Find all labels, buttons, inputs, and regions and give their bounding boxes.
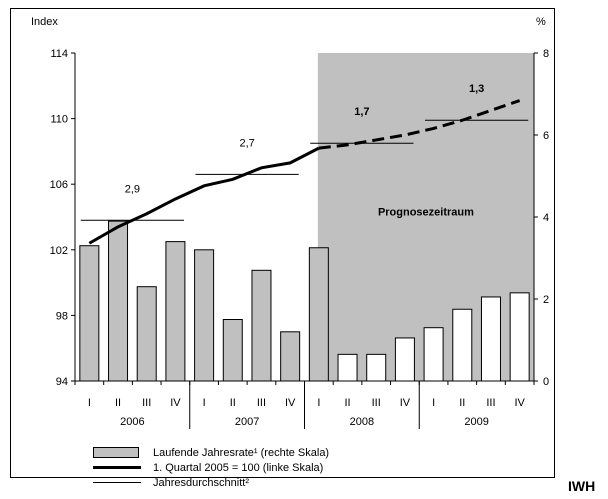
quarter-label-9: I bbox=[317, 397, 320, 409]
right-tick-label-0: 0 bbox=[543, 376, 549, 388]
left-axis-title: Index bbox=[31, 16, 58, 28]
legend-item-annual-average: Jahresdurchschnitt² bbox=[93, 475, 329, 490]
left-tick-label-102: 102 bbox=[50, 245, 68, 257]
bar-1 bbox=[79, 245, 100, 382]
left-tick-label-106: 106 bbox=[50, 179, 68, 191]
legend-label-bars: Laufende Jahresrate¹ (rechte Skala) bbox=[153, 446, 330, 459]
year-label-2007: 2007 bbox=[235, 416, 259, 428]
right-tick-label-8: 8 bbox=[543, 48, 549, 60]
legend-item-index-line: 1. Quartal 2005 = 100 (linke Skala) bbox=[93, 460, 329, 475]
bar-7 bbox=[251, 269, 272, 382]
quarter-label-13: I bbox=[432, 397, 435, 409]
annual-rate-label-2009: 1,3 bbox=[469, 83, 484, 95]
left-tick-label-114: 114 bbox=[50, 48, 68, 60]
bar-5 bbox=[194, 249, 215, 382]
legend-swatch-bars bbox=[93, 447, 139, 458]
annual-rate-label-2008: 1,7 bbox=[354, 106, 369, 118]
bar-2 bbox=[108, 220, 129, 382]
bar-11 bbox=[366, 353, 387, 382]
bar-15 bbox=[480, 296, 501, 382]
bar-14 bbox=[452, 308, 473, 382]
quarter-label-6: II bbox=[230, 397, 236, 409]
bar-4 bbox=[165, 241, 186, 382]
legend-item-bars: Laufende Jahresrate¹ (rechte Skala) bbox=[93, 445, 329, 460]
bar-10 bbox=[337, 353, 358, 382]
legend-label-annual-average: Jahresdurchschnitt² bbox=[153, 476, 249, 489]
quarter-label-1: I bbox=[88, 397, 91, 409]
annual-rate-label-2007: 2,7 bbox=[239, 137, 254, 149]
bar-6 bbox=[222, 319, 243, 382]
quarter-label-15: III bbox=[486, 397, 495, 409]
quarter-label-10: II bbox=[344, 397, 350, 409]
quarter-label-4: IV bbox=[170, 397, 181, 409]
quarter-label-7: III bbox=[257, 397, 266, 409]
bar-13 bbox=[423, 327, 444, 382]
index-line-actual bbox=[88, 146, 320, 245]
legend-label-index-line: 1. Quartal 2005 = 100 (linke Skala) bbox=[153, 461, 324, 474]
quarter-label-2: II bbox=[115, 397, 121, 409]
legend-swatch-index-line bbox=[93, 466, 141, 469]
left-tick-label-94: 94 bbox=[56, 376, 68, 388]
quarter-label-16: IV bbox=[514, 397, 525, 409]
year-label-2006: 2006 bbox=[120, 416, 144, 428]
legend: Laufende Jahresrate¹ (rechte Skala) 1. Q… bbox=[93, 445, 329, 490]
quarter-label-5: I bbox=[203, 397, 206, 409]
quarter-label-11: III bbox=[372, 397, 381, 409]
right-tick-label-4: 4 bbox=[543, 212, 549, 224]
quarter-label-12: IV bbox=[400, 397, 411, 409]
bar-12 bbox=[394, 337, 415, 382]
bar-8 bbox=[280, 331, 301, 382]
quarter-label-3: III bbox=[142, 397, 151, 409]
forecast-label: Prognosezeitraum bbox=[378, 206, 474, 218]
year-label-2008: 2008 bbox=[350, 416, 374, 428]
index-line-forecast bbox=[318, 99, 521, 150]
left-tick-label-110: 110 bbox=[50, 114, 68, 126]
annual-rate-label-2006: 2,9 bbox=[125, 183, 140, 195]
source-label: IWH bbox=[568, 478, 596, 494]
year-label-2009: 2009 bbox=[464, 416, 488, 428]
quarter-label-14: II bbox=[459, 397, 465, 409]
left-tick-label-98: 98 bbox=[56, 310, 68, 322]
right-tick-label-6: 6 bbox=[543, 130, 549, 142]
chart-frame: 94 98 102 106 110 114 0 2 4 6 8 Index% I II III IV I II II… bbox=[10, 8, 555, 489]
bar-9 bbox=[308, 247, 329, 382]
bar-16 bbox=[509, 292, 530, 382]
quarter-label-8: IV bbox=[285, 397, 296, 409]
bar-3 bbox=[136, 286, 157, 382]
right-tick-label-2: 2 bbox=[543, 294, 549, 306]
legend-swatch-annual-average bbox=[93, 482, 141, 483]
right-axis-title: % bbox=[536, 16, 546, 28]
